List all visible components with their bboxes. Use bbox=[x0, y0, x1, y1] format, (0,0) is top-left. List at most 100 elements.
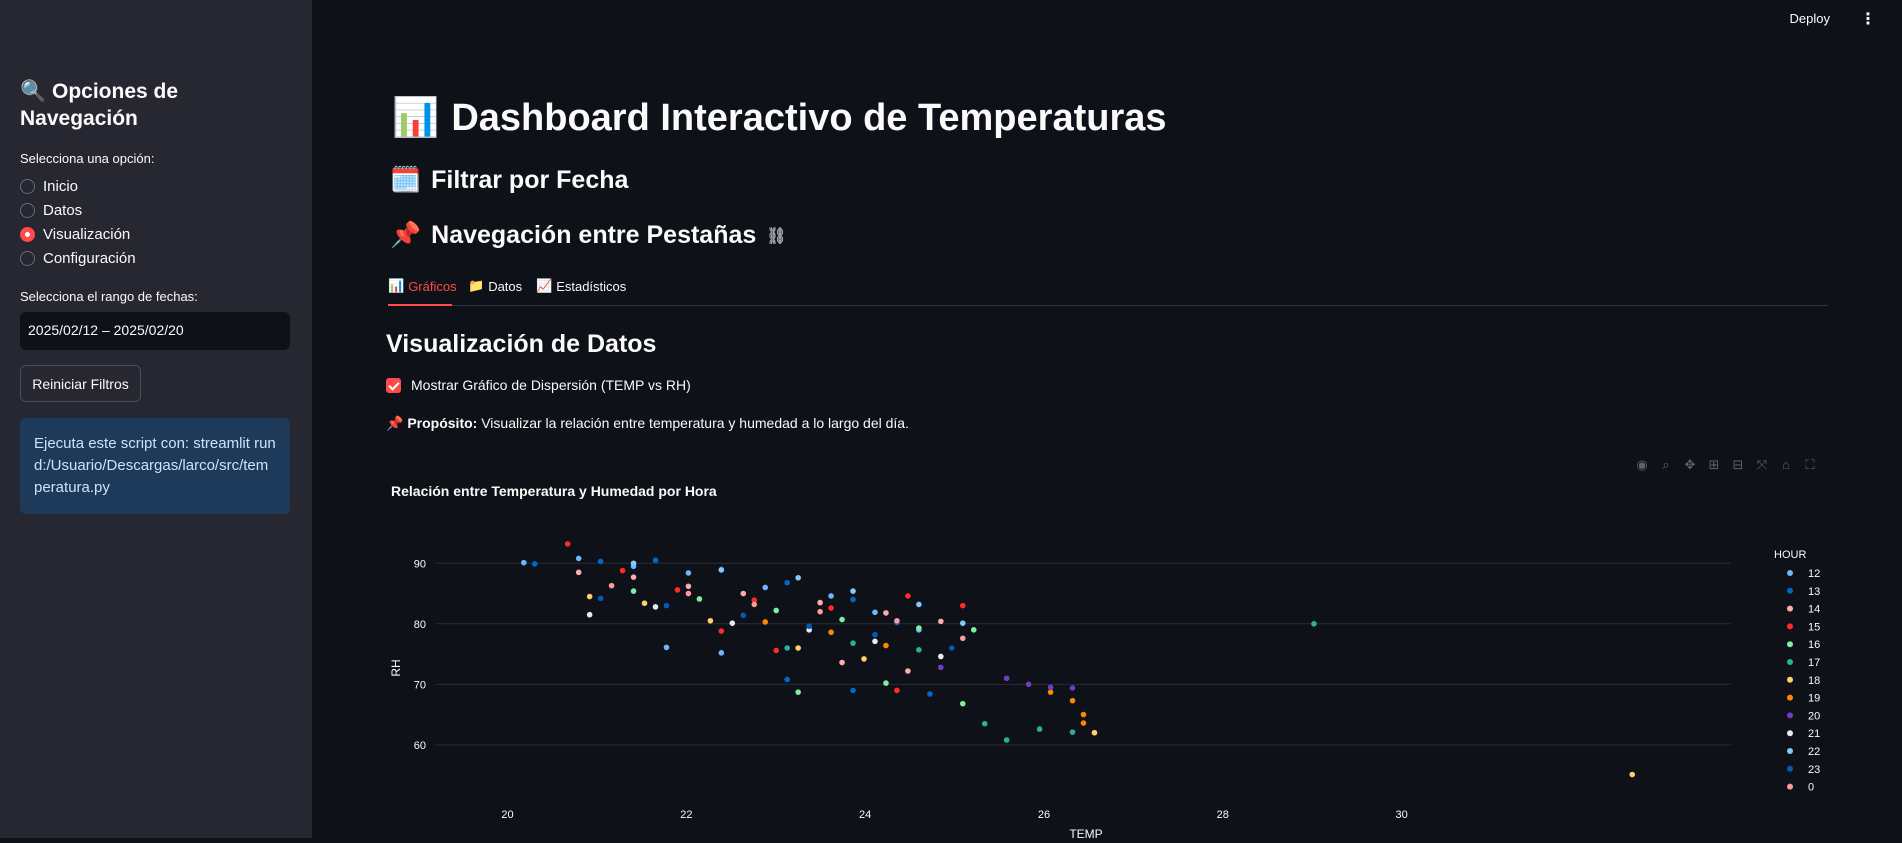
checkbox-label: Mostrar Gráfico de Dispersión (TEMP vs R… bbox=[411, 377, 691, 393]
y-tick-label: 90 bbox=[414, 558, 426, 570]
info-box: Ejecuta este script con: streamlit run d… bbox=[20, 418, 290, 514]
scatter-point-hour-18 bbox=[795, 645, 801, 651]
scatter-point-hour-23 bbox=[597, 595, 604, 602]
scatter-point-hour-13 bbox=[784, 676, 790, 683]
scatter-point-hour-23 bbox=[740, 612, 747, 619]
tab-datos[interactable]: 📁 Datos bbox=[468, 278, 522, 294]
scatter-point-hour-13 bbox=[597, 558, 604, 565]
legend-title: HOUR bbox=[1774, 549, 1806, 561]
legend-label: 0 bbox=[1808, 782, 1814, 794]
tab-label: Gráficos bbox=[408, 278, 457, 294]
legend-label: 21 bbox=[1808, 728, 1820, 740]
scatter-point-hour-0 bbox=[751, 601, 758, 608]
zoom-icon[interactable]: ⌕ bbox=[1662, 457, 1670, 472]
nav-heading: 📌 Navegación entre Pestañas ⛓ bbox=[390, 221, 787, 250]
scatter-chart[interactable]: Relación entre Temperatura y Humedad por… bbox=[386, 455, 1826, 841]
camera-icon[interactable]: ◉ bbox=[1636, 457, 1648, 472]
scatter-point-hour-0 bbox=[894, 617, 900, 624]
radio-circle[interactable] bbox=[20, 250, 35, 266]
scatter-point-hour-23 bbox=[663, 602, 670, 609]
radio-circle-selected[interactable] bbox=[20, 226, 35, 242]
top-bar: Deploy ⋮ bbox=[312, 0, 1902, 38]
scatter-point-hour-13 bbox=[927, 691, 933, 697]
kebab-menu-icon[interactable]: ⋮ bbox=[1860, 11, 1876, 28]
scatter-point-hour-18 bbox=[1629, 771, 1636, 778]
scatter-point-hour-20 bbox=[1069, 685, 1076, 691]
scatter-point-hour-15 bbox=[619, 567, 626, 574]
scatter-point-hour-15 bbox=[959, 602, 966, 609]
scatter-point-hour-17 bbox=[916, 647, 922, 653]
reset-filters-button[interactable]: Reiniciar Filtros bbox=[20, 365, 141, 402]
scatter-point-hour-19 bbox=[762, 619, 769, 625]
radio-group-label: Selecciona una opción: bbox=[20, 151, 155, 166]
home-icon[interactable]: ⌂ bbox=[1782, 457, 1790, 472]
radio-option-visualizacion[interactable]: Visualización bbox=[20, 223, 130, 245]
legend-marker bbox=[1787, 659, 1793, 665]
scatter-point-hour-18 bbox=[861, 656, 867, 662]
date-range-input[interactable]: 2025/02/12 – 2025/02/20 bbox=[20, 312, 290, 350]
zoom-out-icon[interactable]: ⊟ bbox=[1732, 457, 1744, 472]
legend-label: 18 bbox=[1808, 675, 1820, 687]
radio-label: Visualización bbox=[43, 225, 131, 243]
scatter-point-hour-15 bbox=[674, 587, 681, 593]
scatter-point-hour-17 bbox=[981, 720, 988, 727]
scatter-point-hour-14 bbox=[883, 610, 889, 616]
y-axis-label: RH bbox=[389, 659, 403, 676]
radio-circle[interactable] bbox=[20, 202, 35, 218]
scatter-point-hour-15 bbox=[564, 541, 571, 547]
y-tick-label: 80 bbox=[414, 619, 426, 631]
scatter-point-hour-17 bbox=[1069, 729, 1076, 735]
legend-label: 20 bbox=[1808, 710, 1820, 722]
link-icon[interactable]: ⛓ bbox=[766, 227, 787, 245]
scatter-point-hour-15 bbox=[905, 593, 911, 599]
scatter-point-hour-22 bbox=[630, 560, 637, 567]
radio-circle[interactable] bbox=[20, 178, 35, 194]
tab-estadisticos[interactable]: 📈 Estadísticos bbox=[536, 278, 626, 294]
page-title-text: Dashboard Interactivo de Temperaturas bbox=[451, 96, 1167, 139]
scatter-point-hour-16 bbox=[970, 627, 977, 633]
legend-label: 15 bbox=[1808, 621, 1820, 633]
scatter-point-hour-13 bbox=[531, 561, 538, 567]
scatter-point-hour-19 bbox=[1047, 689, 1054, 695]
scatter-point-hour-23 bbox=[872, 631, 878, 638]
scatter-point-hour-22 bbox=[916, 601, 922, 608]
calendar-icon: 🗓️ bbox=[390, 166, 422, 194]
scatter-point-hour-21 bbox=[938, 653, 944, 660]
scatter-point-hour-15 bbox=[828, 605, 834, 611]
sidebar: 🔍 Opciones de Navegación Selecciona una … bbox=[0, 0, 312, 838]
tab-label: Estadísticos bbox=[556, 278, 627, 294]
radio-label: Configuración bbox=[43, 249, 136, 267]
legend-marker bbox=[1787, 676, 1793, 683]
radio-option-configuracion[interactable]: Configuración bbox=[20, 247, 136, 269]
scatter-point-hour-19 bbox=[1080, 711, 1087, 718]
chart-emoji-icon: 📊 bbox=[392, 97, 440, 139]
scatter-point-hour-17 bbox=[850, 640, 856, 646]
scatter-point-hour-22 bbox=[795, 574, 801, 581]
scatter-point-hour-16 bbox=[916, 625, 922, 631]
pan-icon[interactable]: ✥ bbox=[1684, 457, 1696, 472]
scatter-point-hour-15 bbox=[773, 647, 780, 654]
legend-marker bbox=[1787, 748, 1793, 754]
scatter-point-hour-16 bbox=[696, 596, 703, 602]
legend-marker bbox=[1787, 570, 1793, 576]
legend-label: 23 bbox=[1808, 764, 1820, 776]
zoom-in-icon[interactable]: ⊞ bbox=[1708, 457, 1720, 472]
autoscale-icon[interactable]: ⤧ bbox=[1756, 457, 1768, 472]
legend-label: 19 bbox=[1808, 693, 1820, 705]
deploy-button[interactable]: Deploy bbox=[1789, 11, 1830, 26]
radio-option-inicio[interactable]: Inicio bbox=[20, 175, 78, 197]
radio-option-datos[interactable]: Datos bbox=[20, 199, 82, 221]
scatter-checkbox-row[interactable]: Mostrar Gráfico de Dispersión (TEMP vs R… bbox=[386, 377, 691, 393]
checkbox-checked[interactable] bbox=[386, 377, 401, 393]
active-tab-indicator bbox=[388, 304, 452, 306]
tab-graficos[interactable]: 📊 Gráficos bbox=[388, 278, 457, 294]
folder-icon: 📁 bbox=[468, 278, 485, 293]
purpose-label: Propósito: bbox=[407, 415, 478, 431]
scatter-point-hour-14 bbox=[938, 618, 944, 625]
scatter-point-hour-16 bbox=[773, 607, 780, 614]
scatter-point-hour-17 bbox=[1036, 726, 1043, 732]
legend-marker bbox=[1787, 623, 1793, 630]
scatter-point-hour-14 bbox=[685, 583, 692, 590]
fullscreen-icon[interactable]: ⛶ bbox=[1805, 457, 1815, 472]
